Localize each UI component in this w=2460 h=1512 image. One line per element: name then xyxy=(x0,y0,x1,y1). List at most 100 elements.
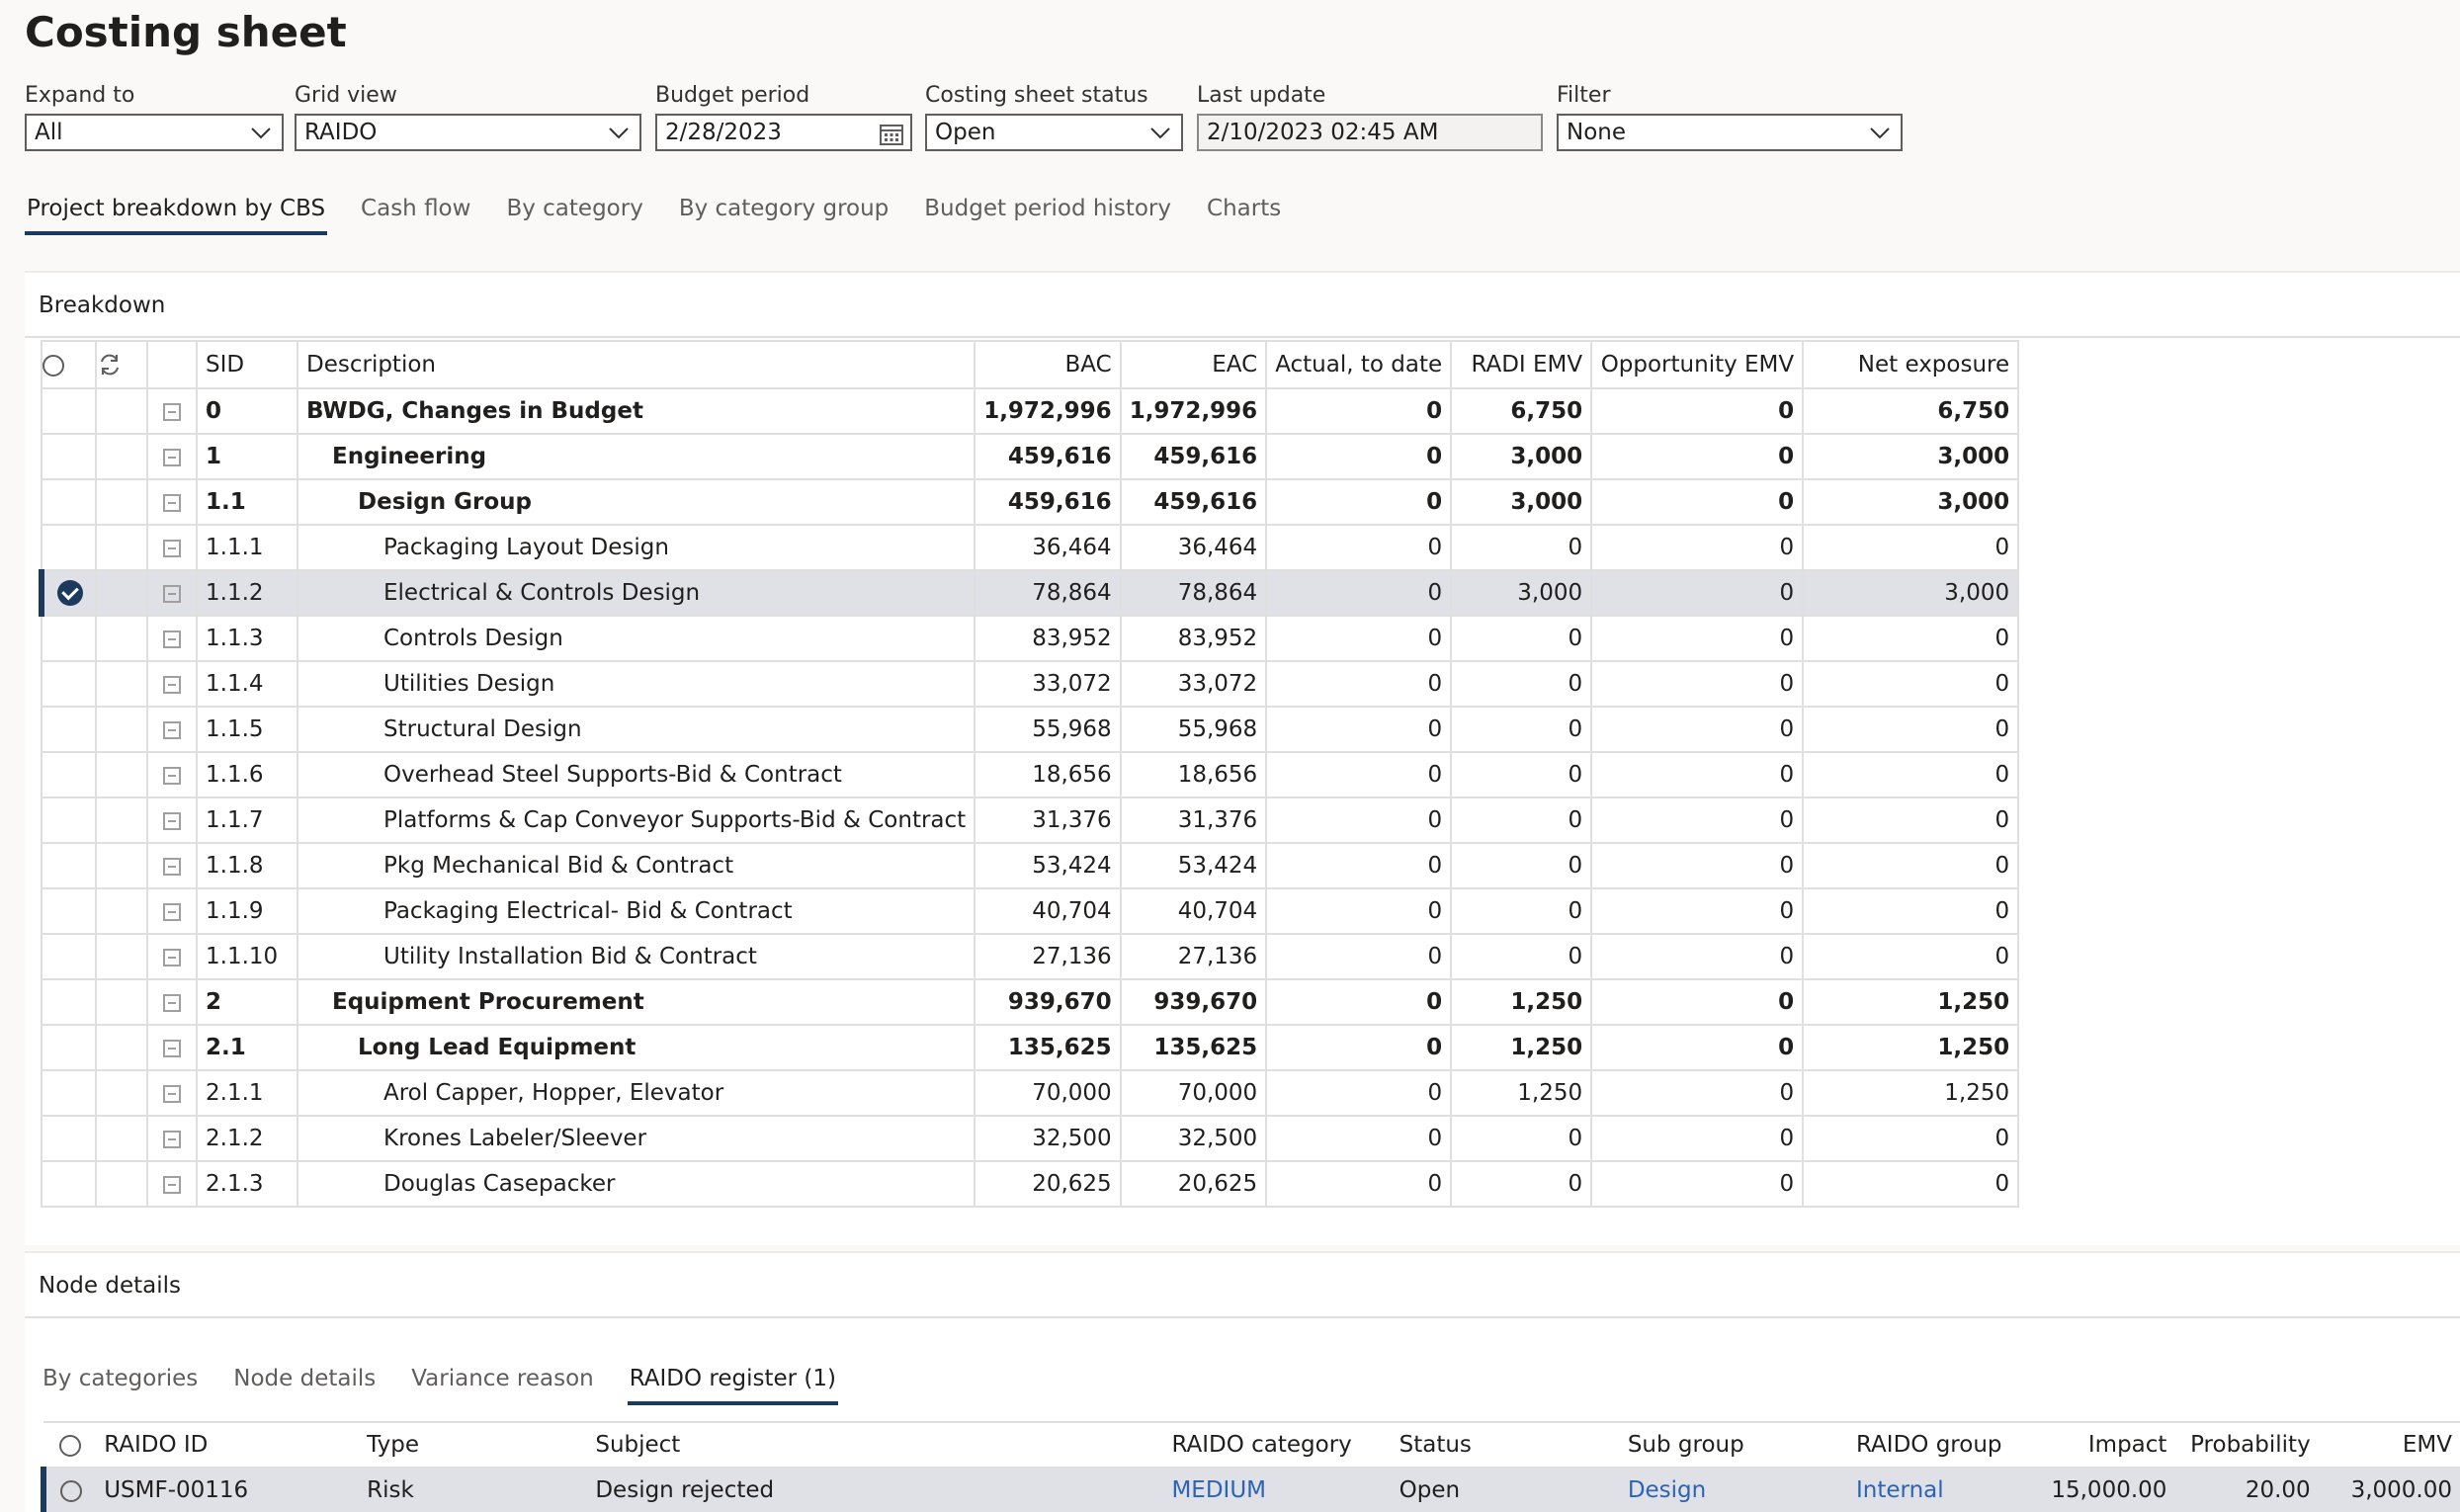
col-opportunity-emv[interactable]: Opportunity EMV xyxy=(1591,341,1803,388)
raido-row-select-cell[interactable] xyxy=(43,1468,96,1512)
collapse-icon[interactable] xyxy=(163,1131,181,1148)
tab-project-breakdown[interactable]: Project breakdown by CBS xyxy=(25,194,327,235)
col-subject[interactable]: Subject xyxy=(587,1422,1163,1468)
tab-by-categories[interactable]: By categories xyxy=(41,1364,200,1405)
col-sub-group[interactable]: Sub group xyxy=(1620,1422,1848,1468)
col-eac[interactable]: EAC xyxy=(1121,341,1267,388)
row-collapse-cell[interactable] xyxy=(147,525,197,570)
refresh-icon[interactable] xyxy=(97,352,123,378)
collapse-icon[interactable] xyxy=(163,949,181,966)
row-select-cell[interactable] xyxy=(42,388,96,434)
breakdown-row[interactable]: 1.1.3 Controls Design 83,952 83,952 0 0 0 0 xyxy=(42,616,2018,661)
collapse-icon[interactable] xyxy=(163,403,181,421)
tab-node-details[interactable]: Node details xyxy=(231,1364,378,1405)
row-select-cell[interactable] xyxy=(42,798,96,843)
collapse-icon[interactable] xyxy=(163,1040,181,1057)
breakdown-row[interactable]: 1.1.4 Utilities Design 33,072 33,072 0 0 0 0 xyxy=(42,661,2018,707)
breakdown-row[interactable]: 1.1.9 Packaging Electrical- Bid & Contrac… xyxy=(42,888,2018,934)
row-collapse-cell[interactable] xyxy=(147,616,197,661)
breakdown-row[interactable]: 0 BWDG, Changes in Budget 1,972,996 1,972,9… xyxy=(42,388,2018,434)
col-description[interactable]: Description xyxy=(297,341,975,388)
expand-to-dropdown[interactable]: All xyxy=(25,114,284,151)
col-net-exposure[interactable]: Net exposure xyxy=(1803,341,2018,388)
raido-category-link[interactable]: MEDIUM xyxy=(1163,1468,1391,1512)
col-impact[interactable]: Impact xyxy=(2028,1422,2174,1468)
tab-variance-reason[interactable]: Variance reason xyxy=(409,1364,596,1405)
breakdown-row[interactable]: 2.1.2 Krones Labeler/Sleever 32,500 32,500 0… xyxy=(42,1116,2018,1161)
col-radi-emv[interactable]: RADI EMV xyxy=(1451,341,1591,388)
row-select-cell[interactable] xyxy=(42,616,96,661)
col-type[interactable]: Type xyxy=(359,1422,587,1468)
tab-charts[interactable]: Charts xyxy=(1205,194,1283,235)
col-probability[interactable]: Probability xyxy=(2174,1422,2318,1468)
breakdown-row[interactable]: 2.1 Long Lead Equipment 135,625 135,625 0 1,2… xyxy=(42,1025,2018,1070)
row-select-cell[interactable] xyxy=(42,434,96,479)
collapse-icon[interactable] xyxy=(163,494,181,512)
row-collapse-cell[interactable] xyxy=(147,707,197,752)
breakdown-row[interactable]: 2.1.1 Arol Capper, Hopper, Elevator 70,000… xyxy=(42,1070,2018,1116)
row-collapse-cell[interactable] xyxy=(147,888,197,934)
raido-subgroup-link[interactable]: Design xyxy=(1620,1468,1848,1512)
raido-row-radio[interactable] xyxy=(60,1480,82,1502)
filter-dropdown[interactable]: None xyxy=(1557,114,1903,151)
grid-view-dropdown[interactable]: RAIDO xyxy=(295,114,641,151)
row-collapse-cell[interactable] xyxy=(147,434,197,479)
breakdown-row[interactable]: 2.1.3 Douglas Casepacker 20,625 20,625 0 0 0 0 xyxy=(42,1161,2018,1207)
select-all-radio[interactable] xyxy=(42,355,64,377)
tab-raido-register[interactable]: RAIDO register (1) xyxy=(628,1364,838,1405)
col-raido-group[interactable]: RAIDO group xyxy=(1848,1422,2028,1468)
breakdown-row[interactable]: 1.1.6 Overhead Steel Supports-Bid & Contr… xyxy=(42,752,2018,798)
collapse-icon[interactable] xyxy=(163,585,181,603)
collapse-icon[interactable] xyxy=(163,1085,181,1103)
row-collapse-cell[interactable] xyxy=(147,1025,197,1070)
row-select-cell[interactable] xyxy=(42,752,96,798)
raido-select-all-radio[interactable] xyxy=(59,1435,81,1457)
calendar-icon[interactable] xyxy=(879,122,904,147)
collapse-icon[interactable] xyxy=(163,676,181,694)
breakdown-row[interactable]: 1.1.2 Electrical & Controls Design 78,864 7… xyxy=(42,570,2018,616)
raido-row[interactable]: USMF-00116 Risk Design rejected MEDIUM O… xyxy=(43,1468,2460,1512)
breakdown-row[interactable]: 1.1.10 Utility Installation Bid & Contrac… xyxy=(42,934,2018,979)
row-collapse-cell[interactable] xyxy=(147,1070,197,1116)
collapse-icon[interactable] xyxy=(163,994,181,1012)
row-collapse-cell[interactable] xyxy=(147,843,197,888)
row-collapse-cell[interactable] xyxy=(147,979,197,1025)
col-bac[interactable]: BAC xyxy=(975,341,1121,388)
select-all-cell[interactable] xyxy=(42,341,96,388)
col-raido-id[interactable]: RAIDO ID xyxy=(96,1422,359,1468)
row-collapse-cell[interactable] xyxy=(147,1116,197,1161)
breakdown-row[interactable]: 1.1 Design Group 459,616 459,616 0 3,000 0 3,00… xyxy=(42,479,2018,525)
tab-cash-flow[interactable]: Cash flow xyxy=(359,194,472,235)
row-select-cell[interactable] xyxy=(42,479,96,525)
row-select-cell[interactable] xyxy=(42,843,96,888)
col-status[interactable]: Status xyxy=(1392,1422,1620,1468)
row-select-cell[interactable] xyxy=(42,570,96,616)
row-collapse-cell[interactable] xyxy=(147,479,197,525)
tab-budget-period-history[interactable]: Budget period history xyxy=(922,194,1173,235)
col-raido-category[interactable]: RAIDO category xyxy=(1163,1422,1391,1468)
collapse-icon[interactable] xyxy=(163,903,181,921)
row-select-cell[interactable] xyxy=(42,661,96,707)
collapse-icon[interactable] xyxy=(163,812,181,830)
row-collapse-cell[interactable] xyxy=(147,934,197,979)
breakdown-row[interactable]: 1.1.8 Pkg Mechanical Bid & Contract 53,424… xyxy=(42,843,2018,888)
row-collapse-cell[interactable] xyxy=(147,661,197,707)
collapse-icon[interactable] xyxy=(163,540,181,557)
raido-select-all-cell[interactable] xyxy=(43,1422,96,1468)
row-select-cell[interactable] xyxy=(42,934,96,979)
tab-by-category-group[interactable]: By category group xyxy=(677,194,891,235)
row-select-cell[interactable] xyxy=(42,1070,96,1116)
collapse-icon[interactable] xyxy=(163,721,181,739)
row-collapse-cell[interactable] xyxy=(147,752,197,798)
row-collapse-cell[interactable] xyxy=(147,798,197,843)
breakdown-row[interactable]: 1.1.1 Packaging Layout Design 36,464 36,464… xyxy=(42,525,2018,570)
row-collapse-cell[interactable] xyxy=(147,388,197,434)
collapse-icon[interactable] xyxy=(163,767,181,785)
collapse-icon[interactable] xyxy=(163,858,181,876)
row-collapse-cell[interactable] xyxy=(147,570,197,616)
row-select-cell[interactable] xyxy=(42,707,96,752)
costing-status-dropdown[interactable]: Open xyxy=(925,114,1183,151)
row-select-cell[interactable] xyxy=(42,888,96,934)
breakdown-row[interactable]: 1 Engineering 459,616 459,616 0 3,000 0 3,000 xyxy=(42,434,2018,479)
collapse-icon[interactable] xyxy=(163,1176,181,1194)
